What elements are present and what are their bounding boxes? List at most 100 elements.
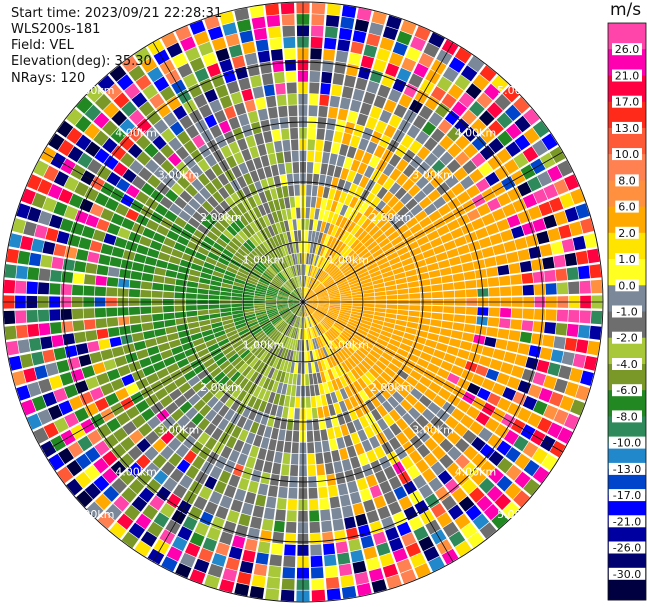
gate-cell <box>564 252 578 267</box>
gate-cell <box>340 574 355 588</box>
gate-cell <box>363 237 375 248</box>
gate-cell <box>146 110 162 126</box>
gate-cell <box>444 110 460 126</box>
gate-cell <box>200 272 212 280</box>
azimuth-spoke <box>42 301 304 453</box>
gate-cell <box>368 329 380 338</box>
gate-cell <box>327 329 337 340</box>
gate-cell <box>8 355 23 371</box>
gate-cell <box>487 392 501 407</box>
gate-cell <box>290 293 300 300</box>
gate-cell <box>188 198 201 211</box>
gate-cell <box>284 283 293 292</box>
gate-cell <box>525 234 539 247</box>
gate-cell <box>269 355 277 367</box>
gate-cell <box>528 345 542 358</box>
gate-cell <box>338 563 353 577</box>
gate-cell <box>351 288 363 293</box>
gate-cell <box>564 337 578 352</box>
gate-cell <box>414 563 431 579</box>
gate-cell <box>387 195 399 208</box>
gate-cell <box>329 304 341 307</box>
gate-cell <box>419 196 432 209</box>
gate-cell <box>418 536 434 552</box>
gate-cell <box>273 332 282 343</box>
gate-cell <box>27 381 42 398</box>
gate-cell <box>192 257 205 267</box>
gate-cell <box>484 256 497 268</box>
gate-cell <box>310 48 322 60</box>
gate-cell <box>314 361 320 373</box>
gate-cell <box>305 196 311 208</box>
gate-cell <box>348 279 360 286</box>
gate-cell <box>334 322 345 330</box>
gate-cell <box>357 429 368 442</box>
gate-cell <box>317 292 328 297</box>
gate-cell <box>295 196 301 208</box>
gate-cell <box>211 516 225 531</box>
gate-cell <box>276 405 284 418</box>
gate-cell <box>346 323 358 331</box>
gate-cell <box>316 128 325 140</box>
gate-cell <box>121 217 135 231</box>
gate-cell <box>384 280 396 287</box>
gate-cell <box>256 285 267 291</box>
range-ring-label: 4.00km <box>455 466 497 479</box>
gate-cell <box>306 299 318 302</box>
gate-cell <box>279 257 287 269</box>
gate-cell <box>305 304 314 313</box>
gate-cell <box>180 36 196 52</box>
gate-cell <box>568 310 580 323</box>
gate-cell <box>249 421 260 434</box>
gate-cell <box>254 303 265 306</box>
range-ring <box>242 241 364 363</box>
gate-cell <box>527 384 542 399</box>
gate-cell <box>197 304 209 310</box>
gate-cell <box>164 210 178 223</box>
gate-cell <box>66 459 83 477</box>
gate-cell <box>228 546 243 560</box>
gate-cell <box>237 202 247 214</box>
gate-cell <box>257 108 269 121</box>
gate-cell <box>314 441 323 453</box>
gate-cell <box>496 440 512 456</box>
gate-cell <box>330 326 341 336</box>
gate-cell <box>125 208 140 222</box>
gate-cell <box>312 313 320 323</box>
gate-cell <box>453 314 466 323</box>
gate-cell <box>75 343 89 355</box>
colorbar-tick-bg <box>615 200 639 213</box>
gate-cell <box>330 200 338 213</box>
gate-cell <box>326 588 341 601</box>
gate-cell <box>325 199 333 211</box>
gate-cell <box>267 309 278 315</box>
gate-cell <box>289 338 294 350</box>
gate-cell <box>269 342 277 354</box>
gate-cell <box>306 162 314 174</box>
gate-cell <box>178 382 192 394</box>
colorbar-tick-label: 6.0 <box>618 201 636 214</box>
gate-cell <box>522 146 539 163</box>
gate-cell <box>248 341 259 352</box>
gate-cell <box>418 52 434 68</box>
gate-cell <box>263 84 275 97</box>
gate-cell <box>242 261 253 270</box>
gate-cell <box>325 393 333 405</box>
gate-cell <box>309 521 321 533</box>
gate-cell <box>284 48 296 60</box>
gate-cell <box>334 227 343 239</box>
gate-cell <box>312 219 318 231</box>
gate-cell <box>423 42 440 58</box>
gate-cell <box>369 326 382 334</box>
gate-cell <box>500 362 514 375</box>
gate-cell <box>230 221 241 233</box>
gate-cell <box>292 219 297 231</box>
gate-cell <box>208 290 220 296</box>
gate-cell <box>319 347 326 359</box>
gate-cell <box>457 244 470 255</box>
gate-cell <box>291 292 300 300</box>
gate-cell <box>370 395 381 408</box>
gate-cell <box>363 303 375 308</box>
gate-cell <box>386 574 402 589</box>
